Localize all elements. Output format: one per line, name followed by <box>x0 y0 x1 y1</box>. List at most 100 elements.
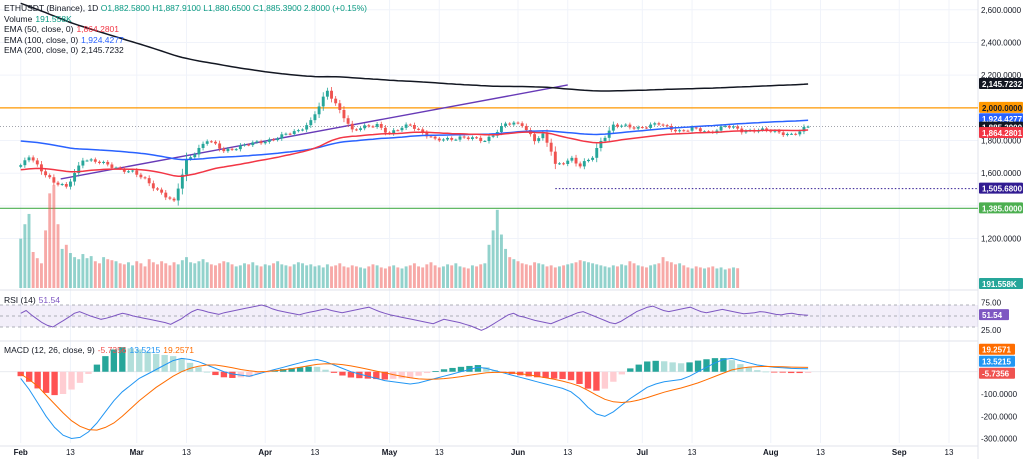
volume-bar <box>607 267 611 288</box>
volume-bar <box>499 234 503 288</box>
candle-body <box>491 135 495 137</box>
volume-bar <box>694 266 698 288</box>
candle-body <box>682 130 686 132</box>
macd-hist-bar <box>466 365 473 372</box>
macd-hist-bar <box>42 371 50 393</box>
candle-body <box>549 142 553 152</box>
macd-hist-bar <box>373 371 380 380</box>
candle-body <box>143 177 147 179</box>
candle-body <box>98 161 101 163</box>
time-tick-label: 13 <box>945 448 954 457</box>
volume-bar <box>520 263 524 288</box>
macd-hist-bar <box>246 371 253 378</box>
value-badge <box>979 182 1023 194</box>
candle-body <box>690 127 694 131</box>
candle-body <box>425 132 429 137</box>
candle-body <box>645 127 648 129</box>
time-tick-label: 13 <box>435 448 444 457</box>
candle-body <box>777 130 781 133</box>
volume-bar <box>711 266 715 288</box>
volume-bar <box>379 267 383 288</box>
macd-hist-bar <box>787 371 795 374</box>
value-badge-text: 1,864.2801 <box>982 129 1023 138</box>
candle-body <box>89 159 93 161</box>
volume-bar <box>620 264 624 288</box>
volume-bar <box>446 264 450 288</box>
volume-bar <box>164 263 168 288</box>
candle-body <box>794 133 798 135</box>
volume-bar <box>222 261 226 288</box>
volume-bar <box>193 263 197 288</box>
candle-body <box>259 141 263 144</box>
time-tick-label: 13 <box>66 448 75 457</box>
volume-bar <box>599 265 603 288</box>
candle-body <box>222 148 226 152</box>
macd-hist-bar <box>686 362 693 372</box>
candle-body <box>77 165 81 173</box>
macd-hist-bar <box>703 359 710 372</box>
macd-hist-bar <box>237 371 245 378</box>
volume-bar <box>73 257 77 288</box>
candle-body <box>512 122 516 125</box>
candle-body <box>118 167 122 169</box>
candle-body <box>408 124 412 126</box>
candle-body <box>591 157 595 160</box>
volume-bar <box>151 262 155 288</box>
candle-body <box>243 144 246 146</box>
volume-bar <box>582 261 586 288</box>
candle-body <box>732 126 735 128</box>
candle-body <box>68 181 72 187</box>
candle-body <box>247 144 251 146</box>
volume-bar <box>251 262 255 288</box>
candle-body <box>156 188 159 190</box>
volume-bar <box>483 263 487 288</box>
candle-body <box>553 151 557 164</box>
macd-hist-bar <box>644 361 651 372</box>
macd-hist-bar <box>627 368 634 372</box>
candle-body <box>226 148 230 152</box>
macd-signal-line <box>20 363 809 431</box>
candle-body <box>209 141 213 143</box>
volume-bar <box>338 263 342 288</box>
volume-bar <box>707 267 711 288</box>
volume-bar <box>682 265 686 288</box>
macd-hist-bar <box>754 370 761 372</box>
macd-hist-bar <box>288 368 295 372</box>
candle-body <box>392 130 396 134</box>
volume-bar <box>454 263 458 288</box>
macd-line <box>20 357 809 440</box>
candle-body <box>466 137 470 140</box>
macd-value-badge-text: 13.5215 <box>982 358 1011 367</box>
macd-histogram <box>17 347 812 396</box>
macd-hist-bar <box>762 371 769 373</box>
time-tick-label: Feb <box>14 448 28 457</box>
candle-body <box>624 124 628 126</box>
volume-bar <box>122 264 126 288</box>
volume-bar <box>205 262 209 288</box>
candle-body <box>263 141 267 144</box>
candle-body <box>698 128 702 132</box>
rsi-label: RSI (14) <box>4 295 36 305</box>
macd-hist-bar <box>76 371 84 383</box>
candle-body <box>176 188 180 201</box>
volume-bar <box>31 252 35 288</box>
macd-hist-bar <box>85 371 92 374</box>
volume-bar <box>176 264 180 288</box>
candle-body <box>798 131 802 135</box>
macd-hist-bar <box>330 371 338 373</box>
candle-body <box>205 141 209 144</box>
candle-body <box>151 183 155 189</box>
macd-hist-bar <box>153 353 160 372</box>
volume-bar <box>230 264 234 288</box>
candle-body <box>73 172 77 182</box>
candle-body <box>56 182 60 185</box>
ema100-value: 1,924.4277 <box>81 34 124 45</box>
volume-bar <box>636 265 640 288</box>
macd-value-badge-text: 19.2571 <box>982 346 1011 355</box>
volume-bar <box>160 261 164 288</box>
rsi-value: 51.54 <box>38 295 60 305</box>
candle-body <box>284 133 288 135</box>
macd-line-value: 13.5215 <box>129 345 161 355</box>
candle-body <box>280 134 284 139</box>
